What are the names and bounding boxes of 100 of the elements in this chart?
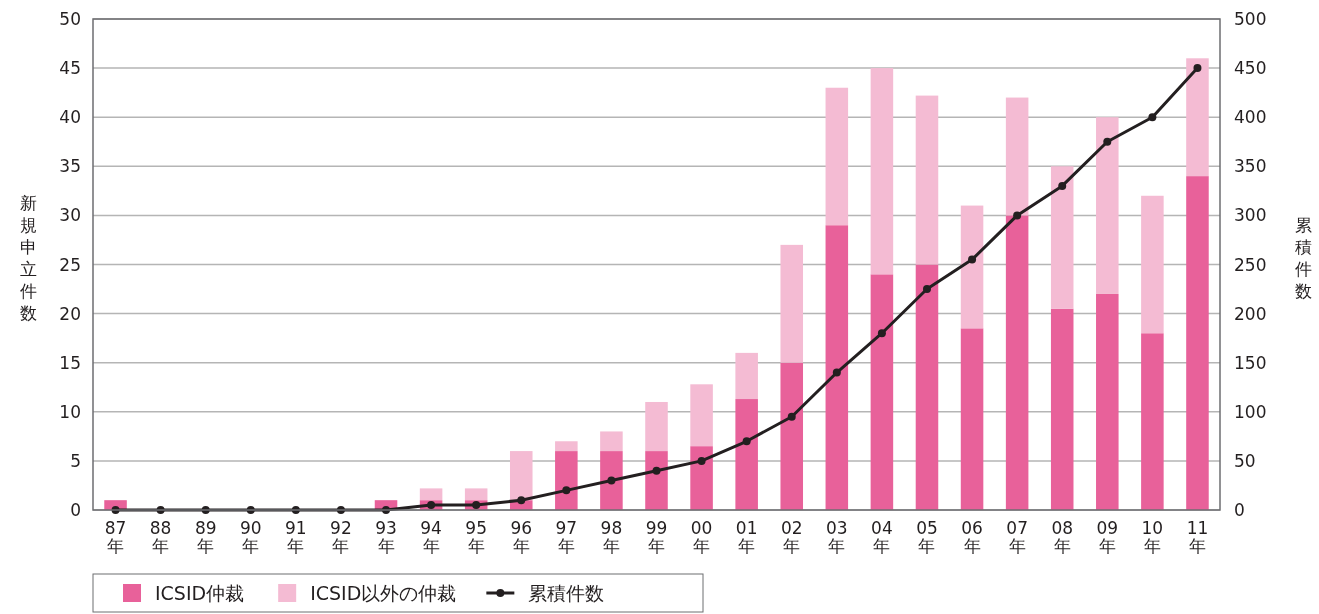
bar [780, 244, 804, 363]
bar [1096, 293, 1119, 510]
x-tick-label: 04年 [871, 518, 893, 556]
y-tick-label: 35 [59, 156, 81, 177]
point [1148, 113, 1157, 122]
y-tick-label: 30 [59, 205, 81, 226]
bar [960, 328, 984, 510]
bar [780, 362, 804, 510]
x-tick-label: 93年 [375, 518, 397, 556]
bar [1096, 117, 1119, 294]
x-tick-label: 02年 [780, 518, 803, 556]
bar [1050, 308, 1074, 510]
y-tick-label: 0 [70, 500, 81, 520]
bar [735, 352, 758, 400]
x-tick-label: 92年 [330, 518, 352, 556]
x-tick-label: 07年 [1006, 518, 1028, 556]
legend-label: ICSID以外の仲裁 [310, 582, 457, 604]
bar [825, 225, 849, 510]
point [922, 285, 931, 294]
x-tick-label: 96年 [510, 518, 533, 556]
y2-tick-label: 350 [1234, 156, 1267, 177]
bar [1141, 195, 1164, 334]
point [562, 486, 571, 495]
bar [1186, 176, 1209, 510]
x-tick-label: 99年 [645, 518, 668, 556]
point [787, 412, 796, 421]
x-tick-label: 88年 [149, 518, 172, 556]
bar [870, 68, 894, 275]
y-axis-title: 新規申立件数 [19, 193, 37, 323]
y-tick-label: 50 [59, 9, 81, 29]
bar [645, 401, 668, 452]
bar [960, 205, 984, 329]
point [607, 476, 616, 485]
x-tick-label: 98年 [600, 518, 623, 556]
y-tick-label: 15 [59, 352, 81, 373]
x-tick-label: 94年 [420, 518, 442, 556]
y-tick-label: 25 [59, 254, 81, 275]
bar [1005, 215, 1029, 510]
point [832, 368, 841, 377]
point [697, 456, 706, 465]
point [1058, 181, 1067, 190]
bar [555, 451, 578, 510]
bar [690, 384, 713, 447]
x-tick-label: 87年 [104, 518, 127, 556]
x-tick-label: 09年 [1096, 518, 1119, 556]
bar [464, 488, 488, 501]
legend-label: 累積件数 [528, 582, 605, 604]
bar [419, 488, 443, 501]
y2-tick-label: 500 [1234, 9, 1267, 29]
bar [690, 446, 713, 510]
x-tick-label: 11年 [1186, 518, 1209, 556]
legend-label: ICSID仲裁 [155, 582, 245, 604]
y-tick-label: 5 [70, 450, 81, 471]
y2-axis-title: 累積件数 [1294, 215, 1312, 301]
bar [509, 451, 533, 501]
x-tick-label: 08年 [1051, 518, 1074, 556]
point [742, 437, 751, 446]
x-tick-label: 05年 [916, 518, 938, 556]
y2-tick-label: 150 [1234, 352, 1267, 373]
y-tick-label: 10 [59, 401, 81, 422]
point [968, 255, 977, 264]
bar [600, 431, 623, 452]
bar [1186, 58, 1209, 177]
y2-tick-label: 100 [1234, 401, 1267, 422]
x-tick-label: 95年 [465, 518, 487, 556]
bar [915, 95, 939, 265]
x-tick-label: 97年 [555, 518, 578, 556]
x-tick-label: 89年 [194, 518, 217, 556]
x-tick-label: 00年 [690, 518, 713, 556]
point [1013, 211, 1022, 220]
bar [915, 264, 939, 510]
y-tick-label: 20 [59, 303, 81, 324]
y2-tick-label: 450 [1234, 58, 1267, 79]
y-tick-label: 40 [59, 107, 81, 128]
bar [870, 274, 894, 510]
point [877, 329, 886, 338]
point [1193, 64, 1202, 73]
x-tick-label: 90年 [239, 518, 262, 556]
y2-tick-label: 200 [1234, 303, 1267, 324]
x-tick-label: 03年 [826, 518, 848, 556]
y2-tick-label: 400 [1234, 107, 1267, 128]
x-tick-label: 01年 [735, 518, 758, 556]
bar [600, 451, 623, 510]
point [652, 466, 661, 475]
bar [645, 451, 668, 510]
bar [825, 87, 849, 226]
x-tick-label: 91年 [285, 518, 307, 556]
y2-tick-label: 0 [1234, 500, 1245, 520]
bar [1050, 166, 1074, 309]
point [1103, 137, 1112, 146]
y2-tick-label: 50 [1234, 450, 1256, 471]
bar [1141, 333, 1164, 510]
y2-tick-label: 300 [1234, 205, 1267, 226]
bar [1005, 97, 1029, 216]
bar [555, 441, 578, 452]
y2-tick-label: 250 [1234, 254, 1267, 275]
y-tick-label: 45 [59, 58, 81, 79]
bar [735, 399, 758, 510]
x-tick-label: 06年 [961, 518, 983, 556]
x-tick-label: 10年 [1141, 518, 1164, 556]
